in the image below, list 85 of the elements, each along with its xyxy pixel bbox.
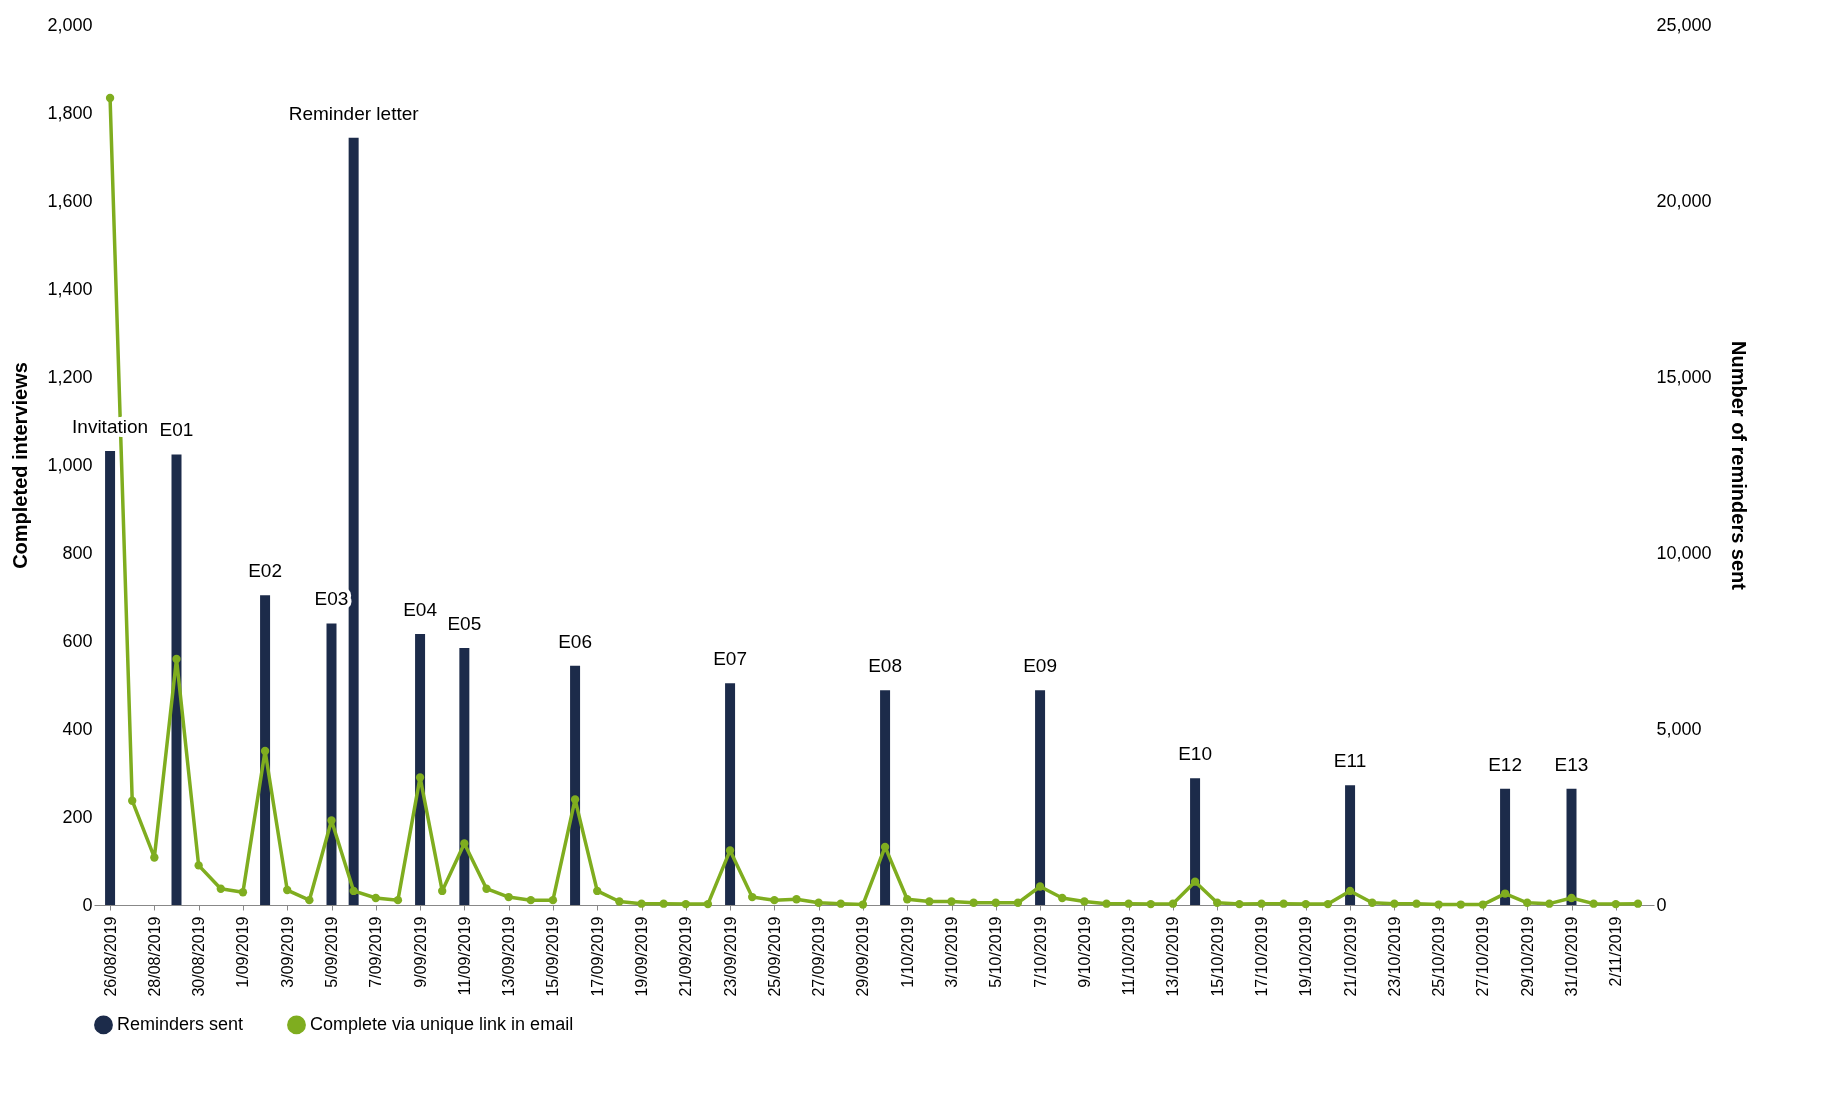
- annotation: E06: [558, 630, 592, 652]
- y-tick-label: 200: [62, 806, 93, 827]
- x-tick-label: 15/09/2019: [544, 916, 562, 997]
- x-tick-label: 21/09/2019: [677, 916, 695, 997]
- x-tick-label: 23/10/2019: [1385, 916, 1403, 997]
- annotation: E02: [248, 560, 282, 582]
- annotation: E05: [447, 613, 482, 635]
- x-tick-label: 17/09/2019: [588, 916, 606, 997]
- y-tick-label: 0: [82, 894, 93, 915]
- y-tick-label: 1,000: [47, 454, 93, 475]
- y-tick-label: 400: [62, 718, 93, 739]
- y2-tick-label: 5,000: [1656, 718, 1702, 739]
- x-tick-label: 21/10/2019: [1341, 916, 1359, 997]
- x-tick-label: 29/10/2019: [1518, 916, 1536, 997]
- x-tick-label: 19/10/2019: [1297, 916, 1315, 997]
- y2-axis-title: Number of reminders sent: [1727, 341, 1750, 591]
- bar: [326, 623, 337, 905]
- x-tick-label: 29/09/2019: [854, 916, 872, 997]
- annotation: E11: [1333, 750, 1367, 772]
- y2-tick-label: 20,000: [1656, 190, 1712, 211]
- bar: [1566, 788, 1577, 905]
- y-tick-label: 1,800: [47, 102, 93, 123]
- annotation: E13: [1554, 753, 1589, 775]
- x-tick-label: 11/10/2019: [1120, 916, 1138, 996]
- x-tick-label: 7/09/2019: [367, 916, 385, 988]
- annotation: E01: [159, 419, 194, 441]
- x-tick-label: 1/10/2019: [898, 916, 916, 988]
- annotation: E09: [1023, 655, 1057, 677]
- annotation: E08: [868, 655, 902, 677]
- x-tick-label: 31/10/2019: [1563, 916, 1580, 997]
- legend-label: Reminders sent: [117, 1013, 244, 1034]
- x-tick-label: 17/10/2019: [1253, 916, 1270, 997]
- bar: [348, 137, 359, 905]
- x-tick-label: 5/09/2019: [323, 916, 340, 988]
- annotation: E10: [1178, 743, 1212, 765]
- bar: [1500, 788, 1511, 905]
- y-tick-label: 1,200: [47, 366, 93, 387]
- x-tick-label: 28/08/2019: [145, 916, 163, 997]
- bar: [570, 665, 581, 905]
- x-tick-label: 27/09/2019: [810, 916, 828, 997]
- x-tick-label: 25/10/2019: [1430, 916, 1448, 997]
- bar: [260, 595, 271, 905]
- annotation: E04: [403, 598, 438, 620]
- x-tick-label: 19/09/2019: [633, 916, 650, 997]
- y2-tick-label: 0: [1656, 894, 1667, 915]
- bar: [1345, 785, 1356, 905]
- y-tick-label: 800: [62, 542, 93, 563]
- x-tick-label: 9/09/2019: [411, 916, 429, 988]
- x-tick-label: 15/10/2019: [1208, 916, 1226, 997]
- y-tick-label: 1,600: [47, 190, 93, 211]
- x-tick-label: 2/11/2019: [1607, 916, 1625, 987]
- x-tick-label: 7/10/2019: [1031, 916, 1049, 988]
- bar: [415, 633, 426, 905]
- annotation: E12: [1488, 753, 1522, 775]
- x-tick-label: 5/10/2019: [987, 916, 1005, 988]
- x-tick-label: 23/09/2019: [721, 916, 739, 997]
- x-tick-label: 26/08/2019: [101, 916, 119, 997]
- legend-label: Complete via unique link in email: [310, 1013, 574, 1034]
- y2-tick-label: 25,000: [1656, 14, 1712, 35]
- bar: [880, 690, 891, 905]
- x-tick-label: 27/10/2019: [1474, 916, 1492, 997]
- y-tick-label: 1,400: [47, 278, 93, 299]
- x-tick-label: 11/09/2019: [455, 916, 473, 996]
- annotation: Reminder letter: [288, 102, 420, 124]
- bar: [105, 450, 116, 905]
- y2-tick-label: 10,000: [1656, 542, 1712, 563]
- x-tick-label: 13/10/2019: [1164, 916, 1182, 997]
- y-tick-label: 600: [62, 630, 93, 651]
- x-tick-label: 9/10/2019: [1075, 916, 1093, 988]
- bar: [171, 454, 182, 905]
- x-tick-label: 13/09/2019: [500, 916, 518, 997]
- y-tick-label: 2,000: [47, 14, 93, 35]
- x-tick-label: 30/08/2019: [190, 916, 208, 997]
- bar: [725, 683, 736, 905]
- x-tick-label: 25/09/2019: [765, 916, 783, 997]
- x-tick-label: 1/09/2019: [234, 916, 252, 988]
- y-axis-title: Completed interviews: [9, 362, 32, 569]
- bar: [1190, 778, 1201, 905]
- annotation: E03: [314, 588, 349, 610]
- y2-tick-label: 15,000: [1656, 366, 1712, 387]
- annotation: E07: [713, 648, 747, 670]
- bar: [459, 648, 470, 905]
- x-tick-label: 3/10/2019: [943, 916, 960, 988]
- x-tick-label: 3/09/2019: [278, 916, 296, 988]
- bar: [1035, 690, 1046, 905]
